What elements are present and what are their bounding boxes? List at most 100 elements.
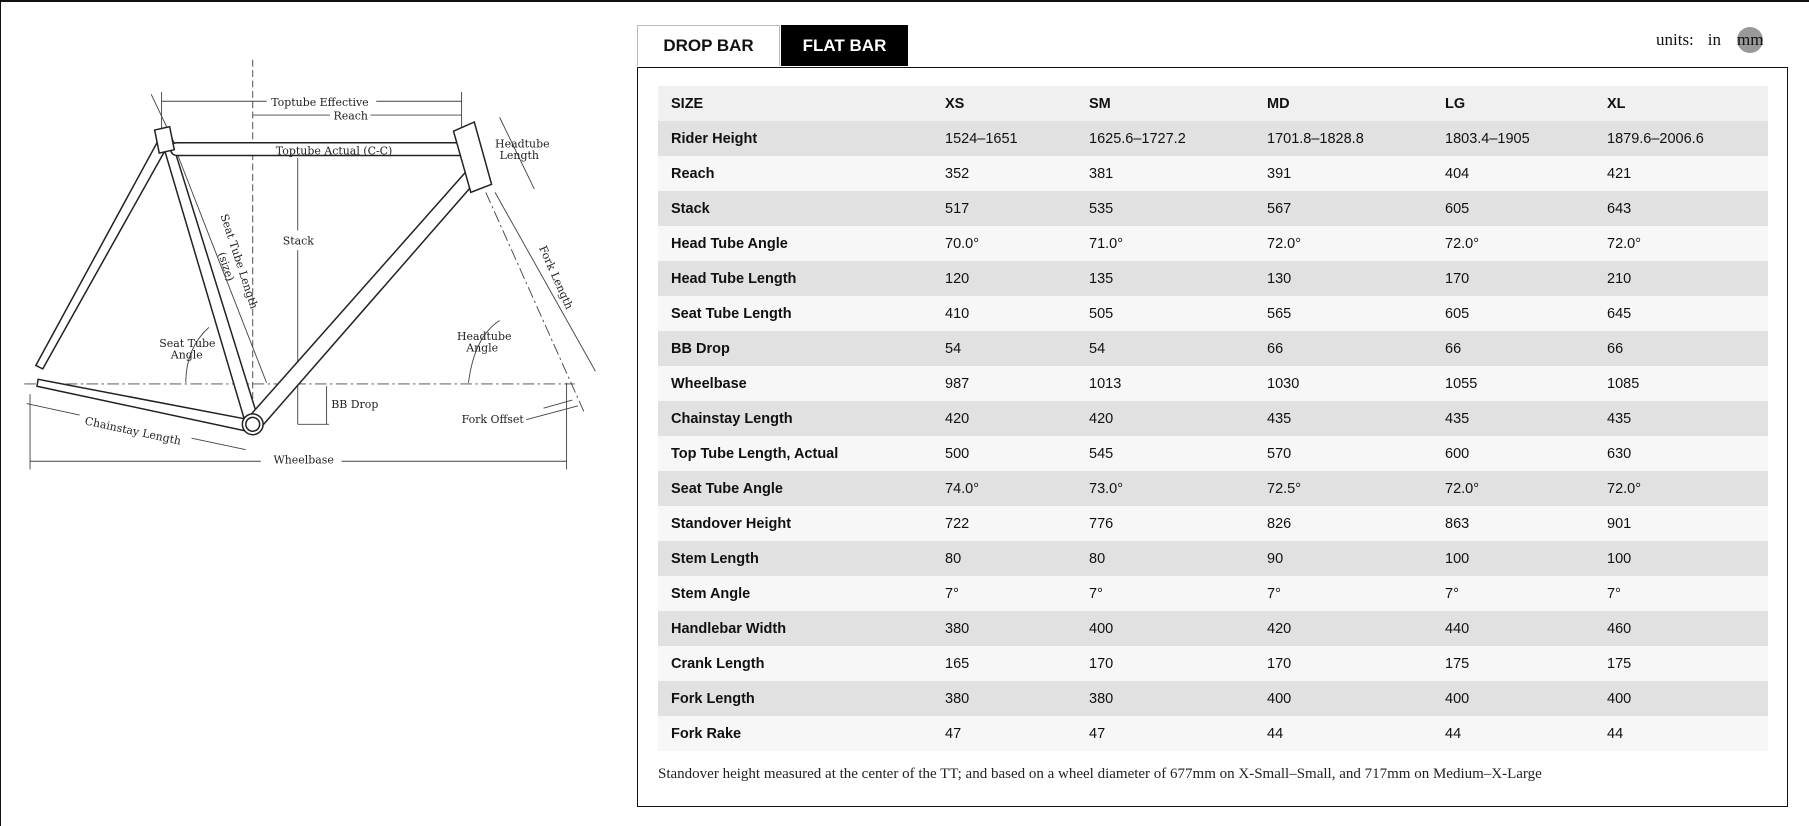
table-cell: 72.0° (1267, 235, 1302, 252)
table-cell: 1055 (1445, 375, 1478, 392)
table-cell: 421 (1607, 165, 1632, 182)
label-stack: Stack (283, 234, 315, 247)
table-cell: 210 (1607, 270, 1632, 287)
table-cell: 645 (1607, 305, 1632, 322)
table-cell: 1013 (1089, 375, 1122, 392)
table-cell: 7° (1267, 585, 1281, 602)
table-cell: 66 (1267, 340, 1284, 357)
units-toggle: units: in mm (1656, 27, 1765, 53)
table-cell: 90 (1267, 550, 1284, 567)
table-cell: 70.0° (945, 235, 980, 252)
table-cell: 1030 (1267, 375, 1300, 392)
size-header: SM (1089, 95, 1111, 112)
table-row: Reach 352 381 391 404 421 (658, 156, 1768, 191)
table-cell: 400 (1607, 690, 1632, 707)
unit-option-in[interactable]: in (1707, 30, 1722, 49)
units-label: units: (1656, 30, 1694, 49)
label-headtube-angle-2: Angle (465, 342, 498, 355)
table-cell: 435 (1267, 410, 1292, 427)
label-wheelbase: Wheelbase (273, 454, 333, 467)
table-cell: 74.0° (945, 480, 980, 497)
table-cell: 7° (945, 585, 959, 602)
table-cell: 120 (945, 270, 970, 287)
table-cell: 776 (1089, 515, 1114, 532)
unit-option-mm[interactable]: mm (1735, 27, 1765, 53)
table-cell: 826 (1267, 515, 1292, 532)
row-label: Handlebar Width (671, 620, 787, 637)
table-cell: 722 (945, 515, 970, 532)
table-cell: 570 (1267, 445, 1292, 462)
table-cell: 47 (1089, 725, 1106, 742)
table-cell: 7° (1607, 585, 1621, 602)
table-cell: 1085 (1607, 375, 1640, 392)
table-cell: 170 (1267, 655, 1292, 672)
row-label: Wheelbase (671, 375, 747, 392)
table-cell: 987 (945, 375, 970, 392)
row-label: Top Tube Length, Actual (671, 445, 839, 462)
table-cell: 435 (1607, 410, 1632, 427)
table-cell: 44 (1607, 725, 1624, 742)
table-cell: 380 (1089, 690, 1114, 707)
table-cell: 535 (1089, 200, 1114, 217)
table-cell: 600 (1445, 445, 1470, 462)
tab-drop-bar[interactable]: DROP BAR (637, 25, 780, 66)
table-cell: 1625.6–1727.2 (1089, 130, 1186, 147)
table-cell: 135 (1089, 270, 1114, 287)
table-cell: 54 (1089, 340, 1106, 357)
geometry-table: SIZE XS SM MD LG XL Rider Height 1524–1651 1625… (658, 86, 1768, 751)
size-header: XS (945, 95, 965, 112)
label-headtube-length: Headtube (495, 137, 550, 150)
table-row: BB Drop 54 54 66 66 66 (658, 331, 1768, 366)
table-cell: 66 (1445, 340, 1462, 357)
table-cell: 863 (1445, 515, 1470, 532)
table-cell: 72.5° (1267, 480, 1302, 497)
table-cell: 7° (1089, 585, 1103, 602)
table-cell: 72.0° (1445, 480, 1480, 497)
table-cell: 400 (1267, 690, 1292, 707)
table-cell: 72.0° (1445, 235, 1480, 252)
table-cell: 130 (1267, 270, 1292, 287)
table-cell: 400 (1089, 620, 1114, 637)
row-label: Stem Angle (671, 585, 751, 602)
table-cell: 44 (1445, 725, 1462, 742)
table-cell: 643 (1607, 200, 1632, 217)
tab-flat-bar[interactable]: FLAT BAR (781, 25, 908, 66)
table-cell: 1524–1651 (945, 130, 1018, 147)
table-cell: 165 (945, 655, 970, 672)
table-row: Seat Tube Length 410 505 565 605 645 (658, 296, 1768, 331)
table-cell: 71.0° (1089, 235, 1124, 252)
table-cell: 7° (1445, 585, 1459, 602)
table-cell: 54 (945, 340, 962, 357)
geometry-panel: SIZE XS SM MD LG XL Rider Height 1524–1651 1625… (637, 67, 1788, 807)
row-label: Stem Length (671, 550, 759, 567)
table-cell: 605 (1445, 200, 1470, 217)
row-label: BB Drop (671, 340, 730, 357)
table-header-row: SIZE XS SM MD LG XL (658, 86, 1768, 121)
table-cell: 517 (945, 200, 970, 217)
row-label: Head Tube Length (671, 270, 797, 287)
label-toptube-actual: Toptube Actual (C-C) (276, 144, 393, 157)
table-cell: 100 (1607, 550, 1632, 567)
table-row: Standover Height 722 776 826 863 901 (658, 506, 1768, 541)
table-cell: 170 (1089, 655, 1114, 672)
label-seat-tube-angle-2: Angle (170, 349, 203, 362)
table-cell: 1879.6–2006.6 (1607, 130, 1704, 147)
table-cell: 605 (1445, 305, 1470, 322)
table-row: Top Tube Length, Actual 500 545 570 600 630 (658, 436, 1768, 471)
size-header: MD (1267, 95, 1290, 112)
size-header: XL (1607, 95, 1626, 112)
table-row: Stack 517 535 567 605 643 (658, 191, 1768, 226)
table-cell: 1803.4–1905 (1445, 130, 1530, 147)
table-cell: 100 (1445, 550, 1470, 567)
table-cell: 420 (945, 410, 970, 427)
table-cell: 352 (945, 165, 970, 182)
table-row: Fork Rake 47 47 44 44 44 (658, 716, 1768, 751)
table-cell: 391 (1267, 165, 1292, 182)
table-cell: 404 (1445, 165, 1470, 182)
table-cell: 66 (1607, 340, 1624, 357)
table-cell: 410 (945, 305, 970, 322)
table-cell: 420 (1089, 410, 1114, 427)
table-cell: 380 (945, 620, 970, 637)
table-row: Head Tube Length 120 135 130 170 210 (658, 261, 1768, 296)
row-label: Standover Height (671, 515, 792, 532)
